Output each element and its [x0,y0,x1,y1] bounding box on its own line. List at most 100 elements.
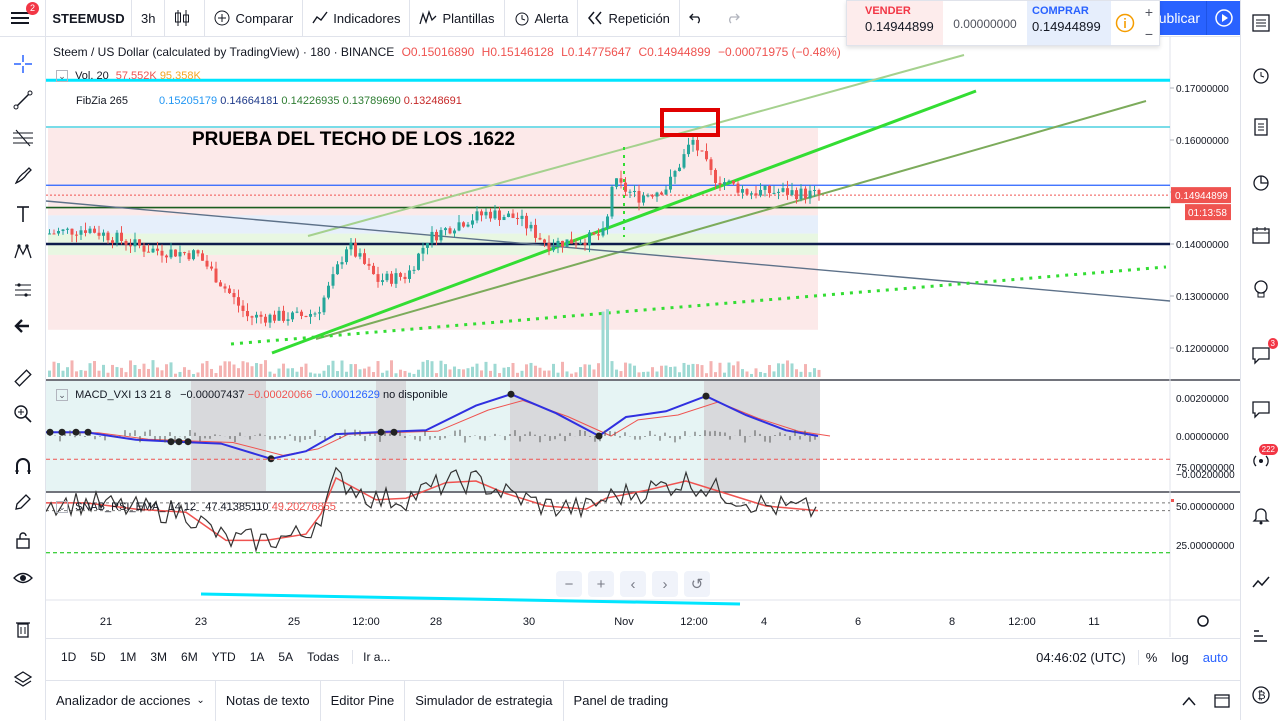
chart-style-button[interactable] [165,0,206,37]
volume-bar [111,364,114,377]
lock-drawings-tool[interactable] [8,525,38,555]
hide-drawings-tool[interactable] [8,563,38,593]
rsi-legend[interactable]: ⌄ SNAB_RSI_EMA_ 14 12 47.41385110 49.202… [56,501,336,513]
goto-date-button[interactable]: Ir a... [352,650,397,664]
range-button[interactable]: 1M [119,650,137,664]
rsi-axis-label: 75.00000000 [1176,463,1235,474]
alert-button[interactable]: Alerta [505,0,579,37]
zoom-out-button[interactable]: − [556,571,582,597]
fib-legend[interactable]: FibZia 265 0.15205179 0.14664181 0.14226… [76,95,462,107]
candle-body [817,189,821,195]
range-button[interactable]: 5D [90,650,106,664]
main-menu-button[interactable]: 2 [0,0,46,37]
settings-gear-icon[interactable] [1197,615,1209,627]
compare-button[interactable]: Comparar [205,0,304,37]
volume-bar [178,371,182,377]
maximize-panel-button[interactable] [1204,693,1240,708]
buy-button[interactable]: COMPRAR 0.14944899 [1027,1,1111,45]
candle-body [529,224,533,229]
collapse-rsi-icon[interactable]: ⌄ [56,501,68,513]
tab-strategy-tester[interactable]: Simulador de estrategia [405,680,564,721]
percent-toggle[interactable]: % [1145,649,1158,665]
pattern-tool[interactable] [8,237,38,267]
range-button[interactable]: 5A [278,650,294,664]
hotlist-button[interactable] [1246,168,1276,198]
macd-legend[interactable]: ⌄ MACD_VXI 13 21 8 −0.00007437 −0.000200… [56,389,448,401]
market-button[interactable] [1246,568,1276,598]
range-button[interactable]: 1A [249,650,265,664]
watchlist-button[interactable] [1246,8,1276,38]
range-button[interactable]: 6M [181,650,198,664]
range-button[interactable]: YTD [211,650,236,664]
rewind-icon [588,11,603,25]
zoom-tool[interactable] [8,399,38,429]
templates-button[interactable]: Plantillas [410,0,505,37]
alerts-button[interactable] [1246,60,1276,90]
zoom-in-button[interactable]: + [588,571,614,597]
replay-button[interactable]: Repetición [578,0,680,37]
candle-body [160,250,164,256]
auto-toggle[interactable]: auto [1202,649,1228,665]
stay-drawing-tool[interactable] [8,487,38,517]
volume-bar [399,369,402,377]
volume-bar [795,369,798,377]
candle-body [520,215,524,219]
range-button[interactable]: 1D [61,650,77,664]
text-tool[interactable] [8,199,38,229]
symbol-search-button[interactable]: STEEMUSD [46,0,132,37]
chart-annotation-text[interactable]: PRUEBA DEL TECHO DE LOS .1622 [192,129,516,150]
drawing-toolbar [0,37,46,720]
scroll-left-button[interactable]: ‹ [620,571,646,597]
magnet-tool[interactable] [8,451,38,481]
chats-button[interactable]: 3 [1246,338,1278,370]
clock[interactable]: 04:46:02 (UTC) [1029,649,1139,665]
ideas-button[interactable] [1246,274,1276,304]
range-button[interactable]: Todas [307,650,340,664]
tab-trading-panel[interactable]: Panel de trading [573,693,669,708]
help-button[interactable]: ₿ [1246,680,1276,710]
decrease-qty-button[interactable]: − [1144,26,1154,42]
remove-drawings-tool[interactable] [8,614,38,644]
redo-button[interactable] [717,0,754,37]
data-window-button[interactable] [1246,112,1276,142]
collapse-macd-icon[interactable]: ⌄ [56,389,68,401]
back-tool[interactable] [8,311,38,341]
trendline-tool[interactable] [8,85,38,115]
tab-text-notes[interactable]: Notas de texto [216,680,321,721]
crosshair-tool[interactable] [8,49,38,79]
candle-body [763,185,767,190]
interval-button[interactable]: 3h [132,0,166,37]
reset-chart-button[interactable]: ↺ [684,571,710,597]
calendar-button[interactable] [1246,220,1276,250]
ruler-tool[interactable] [8,363,38,393]
scroll-right-button[interactable]: › [652,571,678,597]
volume-legend[interactable]: ⌄ Vol. 20 57.552K 95.358K [56,70,201,82]
measure-tool[interactable] [8,275,38,305]
candle-body [291,312,294,320]
chart-canvas[interactable]: 0.170000000.160000000.150000000.14000000… [46,37,1240,637]
streams-button[interactable]: 222 [1246,444,1278,476]
undo-button[interactable] [680,0,717,37]
object-tree-tool[interactable] [8,665,38,695]
buy-sell-widget: VENDER 0.14944899 0.00000000 COMPRAR 0.1… [846,0,1160,46]
brush-tool[interactable] [8,161,38,191]
dom-button[interactable] [1246,622,1276,652]
sell-button[interactable]: VENDER 0.14944899 [847,1,943,45]
play-button[interactable] [1206,1,1240,35]
info-button[interactable] [1111,1,1139,45]
notifications-button[interactable] [1246,500,1276,530]
collapse-legend-icon[interactable]: ⌄ [56,70,68,82]
candle-body [417,253,420,270]
messages-button[interactable] [1246,394,1276,424]
fib-tool[interactable] [8,123,38,153]
indicators-button[interactable]: Indicadores [303,0,411,37]
range-button[interactable]: 3M [150,650,168,664]
chart-container[interactable]: 0.170000000.160000000.150000000.14000000… [46,37,1240,637]
increase-qty-button[interactable]: + [1144,4,1154,20]
expand-panel-button[interactable] [1174,696,1204,706]
tab-pine-editor[interactable]: Editor Pine [321,680,406,721]
volume-bar [363,368,366,377]
log-toggle[interactable]: log [1171,649,1189,665]
candle-body [282,310,285,321]
tab-stock-screener[interactable]: Analizador de acciones ⌄ [46,680,216,721]
